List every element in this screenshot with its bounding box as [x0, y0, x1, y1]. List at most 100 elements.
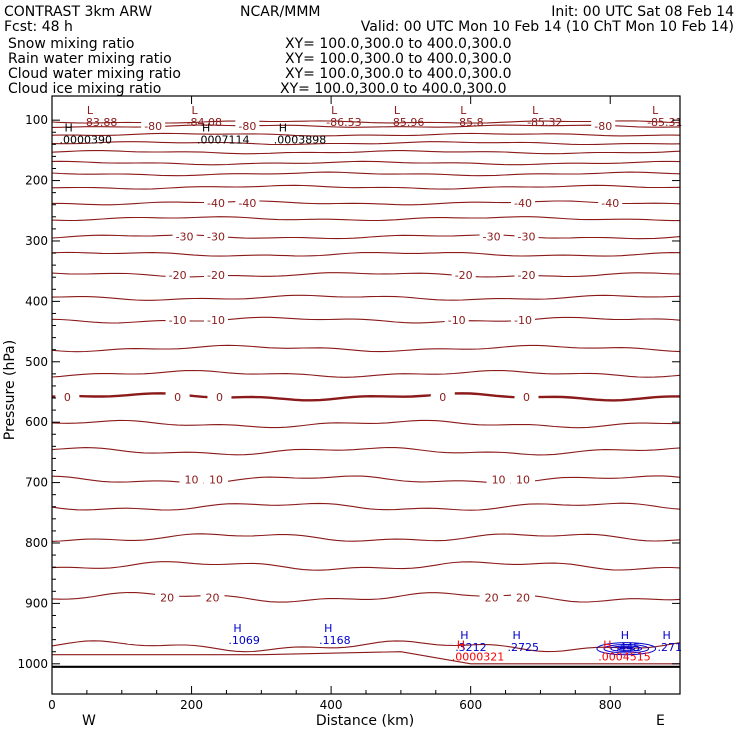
extremum-value-16: .0000321 — [452, 651, 505, 664]
contour-label-20-2: 10 — [492, 474, 506, 487]
contour-label-12-2: -20 — [455, 269, 473, 282]
contour-label-bg-1-1 — [235, 120, 260, 133]
extremum-value-14: .445 — [616, 641, 641, 654]
cloud-water-ring-1 — [603, 643, 650, 654]
y-axis-label: Pressure (hPa) — [2, 340, 18, 440]
field-rain-xy: XY= 100.0,300.0 to 400.0,300.0 — [285, 51, 512, 67]
y-tick-label-2: 300 — [25, 234, 48, 248]
extremum-value-4: -85.8 — [455, 116, 483, 129]
y-tick-label-0: 100 — [25, 113, 48, 127]
init-time: Init: 00 UTC Sat 08 Feb 14 — [551, 4, 734, 20]
contour-label-bg-8-1 — [235, 196, 260, 209]
contour-label-1-2: -80 — [594, 120, 612, 133]
extremum-marker-13: H — [513, 629, 521, 642]
temperature-contour-3 — [51, 141, 681, 146]
temperature-contour-16 — [51, 369, 681, 378]
contour-label-24-0: 20 — [160, 591, 174, 604]
temperature-contour-18 — [51, 419, 681, 429]
temperature-contour-23 — [51, 561, 681, 571]
contour-label-bg-14-0 — [165, 314, 190, 327]
extremum-marker-14: H — [621, 629, 629, 642]
contour-label-12-0: -20 — [169, 269, 187, 282]
contour-label-8-3: -40 — [601, 197, 619, 210]
contour-label-bg-14-2 — [444, 314, 469, 327]
extremum-value-2: -86.53 — [326, 116, 361, 129]
contour-label-bg-10-2 — [479, 230, 504, 243]
x-axis-label: Distance (km) — [316, 713, 414, 729]
contour-label-20-1: 10 — [209, 474, 223, 487]
temperature-contour-5 — [51, 160, 681, 166]
extremum-value-17: .0004515 — [598, 651, 651, 664]
y-tick-label-3: 400 — [25, 294, 48, 308]
field-cloudwater-name: Cloud water mixing ratio — [8, 66, 181, 82]
field-cloudice-xy: XY= 100.0,300.0 to 400.0,300.0 — [280, 81, 507, 97]
contour-label-14-0: -10 — [169, 314, 187, 327]
y-tick-label-5: 600 — [25, 415, 48, 429]
y-tick-label-1: 200 — [25, 174, 48, 188]
contour-label-17-2: 0 — [216, 391, 223, 404]
field-snow-name: Snow mixing ratio — [8, 36, 134, 52]
extremum-marker-12: H — [460, 629, 468, 642]
temperature-contour-7 — [51, 184, 681, 190]
contour-label-20-3: 10 — [516, 474, 530, 487]
extremum-marker-6: L — [652, 104, 659, 117]
field-cloudwater-xy: XY= 100.0,300.0 to 400.0,300.0 — [285, 66, 512, 82]
temperature-contour-9 — [51, 216, 680, 222]
contour-label-12-1: -20 — [207, 269, 225, 282]
contour-label-bg-12-1 — [203, 268, 228, 281]
temperature-contour-22 — [51, 533, 681, 542]
contour-label-14-1: -10 — [207, 314, 225, 327]
y-tick-label-6: 700 — [25, 476, 48, 490]
extremum-marker-5: L — [532, 104, 539, 117]
contour-label-14-2: -10 — [448, 314, 466, 327]
contour-label-bg-12-2 — [451, 268, 476, 281]
extremum-value-3: -85.96 — [389, 116, 424, 129]
x-tick-label-1: 200 — [180, 698, 203, 712]
contour-label-17-3: 0 — [439, 391, 446, 404]
x-tick-label-4: 800 — [599, 698, 622, 712]
field-snow-xy: XY= 100.0,300.0 to 400.0,300.0 — [285, 36, 512, 52]
temperature-contour-12 — [51, 272, 681, 278]
y-tick-label-4: 500 — [25, 355, 48, 369]
contour-label-20-0: 10 — [185, 474, 199, 487]
contour-label-24-2: 20 — [485, 591, 499, 604]
temperature-contour-20 — [51, 475, 681, 484]
extremum-value-6: -85.31 — [647, 116, 682, 129]
temperature-contour-21 — [51, 502, 681, 511]
temperature-contour-6 — [51, 171, 681, 177]
extremum-marker-0: L — [87, 104, 94, 117]
cloud-water-ring-2 — [610, 645, 643, 652]
contour-label-8-2: -40 — [514, 197, 532, 210]
contour-label-bg-14-1 — [203, 314, 228, 327]
forecast-hour: Fcst: 48 h — [4, 19, 73, 35]
extremum-marker-17: H — [603, 639, 611, 652]
west-label: W — [82, 713, 96, 729]
contour-label-bg-8-2 — [511, 196, 535, 209]
contour-label-24-1: 20 — [205, 591, 219, 604]
y-tick-label-8: 900 — [25, 596, 48, 610]
field-cloudice-name: Cloud ice mixing ratio — [8, 81, 161, 97]
cloud-water-ring-0 — [596, 642, 657, 656]
contour-label-bg-20-0 — [179, 473, 204, 486]
temperature-contour-15 — [51, 344, 681, 353]
extremum-value-8: .0007114 — [197, 134, 250, 147]
extremum-value-0: -83.88 — [82, 116, 117, 129]
contour-label-bg-12-0 — [165, 268, 190, 281]
contour-label-10-0: -30 — [176, 231, 194, 244]
extremum-marker-2: L — [331, 104, 338, 117]
contour-label-bg-17-4 — [514, 390, 539, 403]
temperature-contour-10 — [51, 234, 681, 240]
contour-label-bg-17-0 — [55, 390, 80, 403]
contour-label-10-2: -30 — [483, 231, 501, 244]
contour-label-bg-17-3 — [430, 390, 455, 403]
center-label: NCAR/MMM — [240, 4, 321, 20]
contour-label-bg-17-2 — [207, 390, 232, 403]
extremum-value-5: -85.32 — [527, 116, 562, 129]
contour-label-17-4: 0 — [523, 391, 530, 404]
contour-label-bg-1-2 — [591, 120, 616, 133]
extremum-value-1: -84.08 — [187, 116, 222, 129]
extremum-marker-1: L — [192, 104, 199, 117]
temperature-contour-17 — [51, 392, 680, 402]
